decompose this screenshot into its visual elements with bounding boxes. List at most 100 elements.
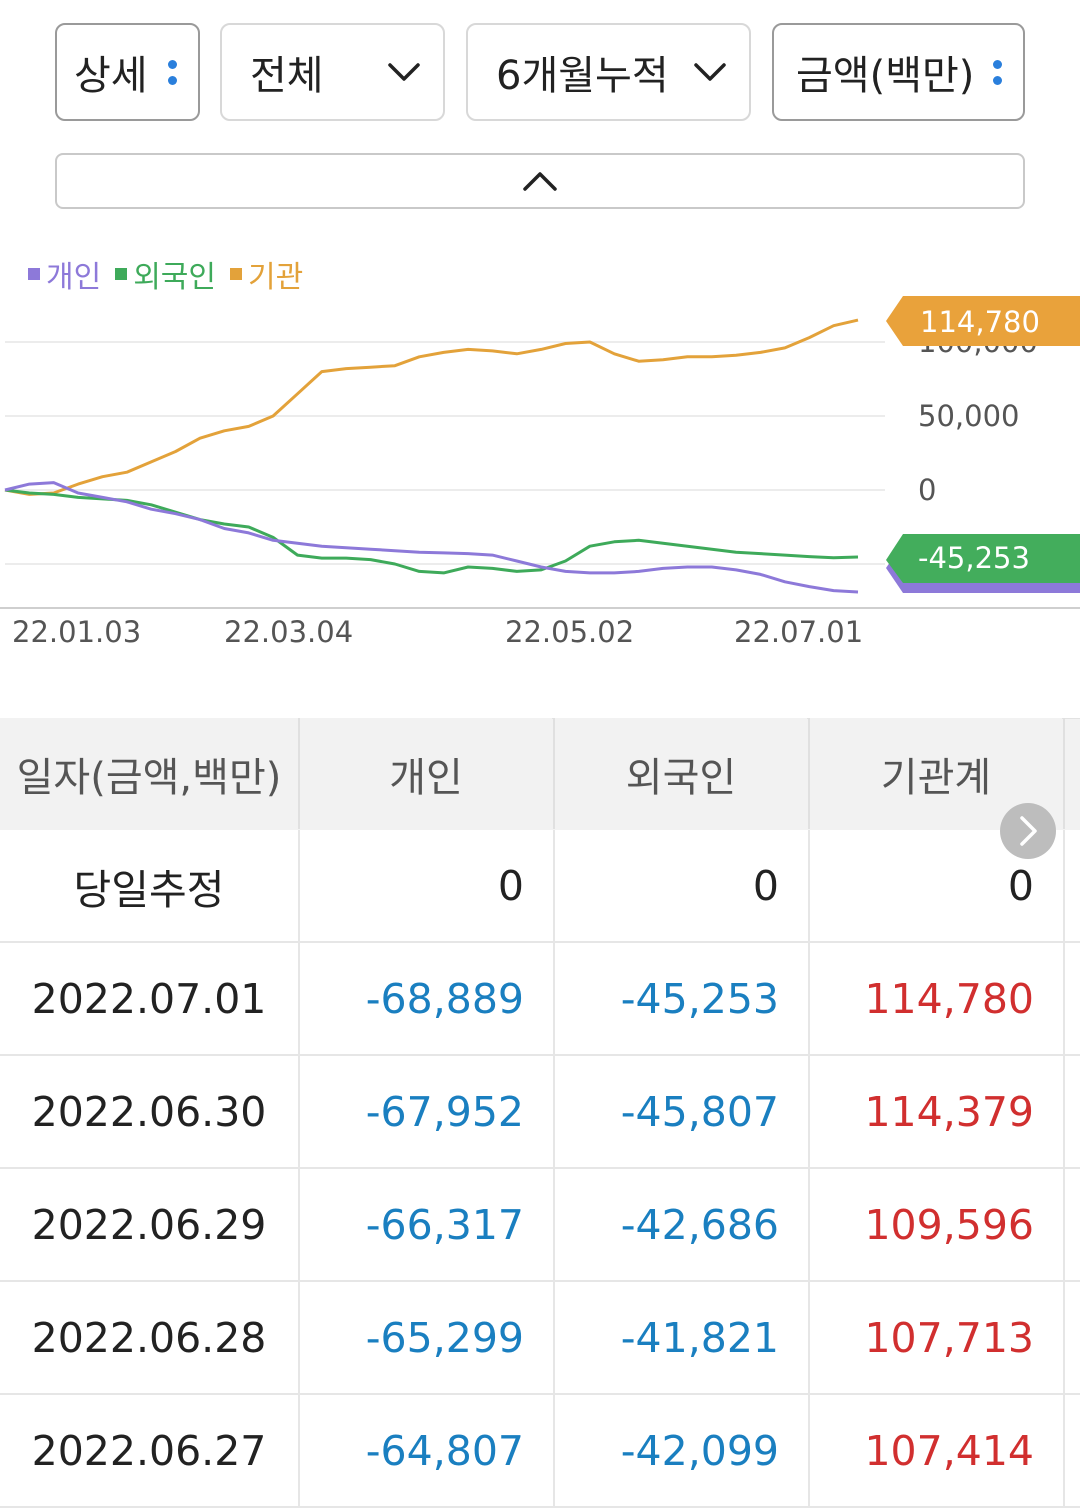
cell-individual: -67,952 bbox=[365, 1087, 524, 1136]
cell-institution: 107,713 bbox=[864, 1313, 1034, 1362]
legend-label: 기관 bbox=[248, 260, 304, 295]
column-divider bbox=[298, 1395, 300, 1508]
column-divider bbox=[808, 830, 810, 943]
column-divider bbox=[553, 1395, 555, 1508]
legend-label: 외국인 bbox=[133, 260, 217, 295]
cell-date: 2022.06.29 bbox=[31, 1200, 267, 1249]
scope-select-label: 전체 bbox=[250, 53, 324, 99]
legend-item-individual: 개인 bbox=[28, 252, 101, 296]
cell-foreign: -45,253 bbox=[620, 974, 779, 1023]
column-divider bbox=[808, 943, 810, 1056]
cell-date: 당일추정 bbox=[73, 865, 225, 914]
scope-select[interactable]: 전체 bbox=[220, 23, 445, 121]
y-tick-label: 50,000 bbox=[918, 399, 1019, 433]
x-tick-label: 22.03.04 bbox=[224, 615, 353, 649]
more-vertical-icon bbox=[168, 53, 178, 92]
table-row: 2022.06.30 -67,952 -45,807 114,379 bbox=[0, 1056, 1080, 1169]
cell-foreign: -41,821 bbox=[620, 1313, 779, 1362]
header-divider bbox=[808, 718, 810, 829]
cell-institution: 114,379 bbox=[864, 1087, 1034, 1136]
column-divider bbox=[808, 1282, 810, 1395]
cell-date: 2022.06.28 bbox=[31, 1313, 267, 1362]
header-individual: 개인 bbox=[300, 718, 552, 829]
cell-date: 2022.06.30 bbox=[31, 1087, 267, 1136]
unit-filter-button[interactable]: 금액(백만) bbox=[772, 23, 1025, 121]
end-label-value: 114,780 bbox=[920, 305, 1040, 339]
period-select-label: 6개월누적 bbox=[496, 53, 669, 99]
chart-legend: 개인 외국인 기관 bbox=[28, 252, 303, 296]
x-tick-label: 22.01.03 bbox=[12, 615, 141, 649]
y-tick-label: 0 bbox=[918, 473, 936, 507]
more-vertical-icon bbox=[993, 53, 1003, 92]
end-label-badge bbox=[886, 296, 1080, 346]
cell-individual: -66,317 bbox=[365, 1200, 524, 1249]
detail-filter-label: 상세 bbox=[74, 53, 148, 99]
legend-swatch bbox=[230, 268, 243, 280]
cell-foreign: -42,686 bbox=[620, 1200, 779, 1249]
chevron-down-icon bbox=[388, 63, 420, 81]
cell-date: 2022.06.27 bbox=[31, 1426, 267, 1475]
legend-item-institution: 기관 bbox=[230, 252, 303, 296]
header-foreign: 외국인 bbox=[555, 718, 807, 829]
column-divider bbox=[553, 943, 555, 1056]
cell-institution: 0 bbox=[1007, 861, 1034, 910]
header-divider bbox=[1063, 718, 1065, 829]
series-line-기관 bbox=[4, 318, 859, 496]
header-divider bbox=[298, 718, 300, 829]
column-divider bbox=[808, 1395, 810, 1508]
column-divider bbox=[1063, 1282, 1065, 1395]
detail-filter-button[interactable]: 상세 bbox=[55, 23, 200, 121]
unit-filter-label: 금액(백만) bbox=[796, 53, 975, 99]
column-divider bbox=[553, 1282, 555, 1395]
cell-foreign: -45,807 bbox=[620, 1087, 779, 1136]
x-tick-label: 22.05.02 bbox=[505, 615, 634, 649]
column-divider bbox=[808, 1169, 810, 1282]
chevron-right-icon bbox=[1020, 816, 1037, 846]
legend-swatch bbox=[115, 268, 128, 280]
table-row: 2022.06.29 -66,317 -42,686 109,596 bbox=[0, 1169, 1080, 1282]
table-row: 2022.06.28 -65,299 -41,821 107,713 bbox=[0, 1282, 1080, 1395]
header-divider bbox=[553, 718, 555, 829]
cell-date: 2022.07.01 bbox=[31, 974, 267, 1023]
x-tick-label: 22.07.01 bbox=[734, 615, 863, 649]
cell-institution: 114,780 bbox=[864, 974, 1034, 1023]
cell-individual: -64,807 bbox=[365, 1426, 524, 1475]
table-row: 2022.06.27 -64,807 -42,099 107,414 bbox=[0, 1395, 1080, 1508]
cell-foreign: 0 bbox=[752, 861, 779, 910]
column-divider bbox=[553, 830, 555, 943]
period-select[interactable]: 6개월누적 bbox=[466, 23, 751, 121]
column-divider bbox=[1063, 1056, 1065, 1169]
column-divider bbox=[298, 830, 300, 943]
table-row: 2022.07.01 -68,889 -45,253 114,780 bbox=[0, 943, 1080, 1056]
column-divider bbox=[553, 1169, 555, 1282]
column-divider bbox=[1063, 1395, 1065, 1508]
table-row: 당일추정 0 0 0 bbox=[0, 830, 1080, 943]
column-divider bbox=[298, 1282, 300, 1395]
collapse-chart-button[interactable] bbox=[55, 153, 1025, 209]
end-label-badge bbox=[886, 534, 1080, 583]
legend-label: 개인 bbox=[46, 260, 102, 295]
column-divider bbox=[1063, 830, 1065, 943]
end-label-value: -45,253 bbox=[918, 541, 1030, 575]
cell-institution: 107,414 bbox=[864, 1426, 1034, 1475]
series-line-외국인 bbox=[4, 488, 859, 575]
column-divider bbox=[808, 1056, 810, 1169]
legend-item-foreign: 외국인 bbox=[115, 252, 216, 296]
cell-individual: -68,889 bbox=[365, 974, 524, 1023]
column-divider bbox=[298, 1056, 300, 1169]
column-divider bbox=[553, 1056, 555, 1169]
chevron-down-icon bbox=[694, 63, 726, 81]
column-divider bbox=[298, 1169, 300, 1282]
column-divider bbox=[1063, 1169, 1065, 1282]
cell-institution: 109,596 bbox=[864, 1200, 1034, 1249]
cell-foreign: -42,099 bbox=[620, 1426, 779, 1475]
series-line-개인 bbox=[4, 481, 859, 594]
column-divider bbox=[298, 943, 300, 1056]
column-divider bbox=[1063, 943, 1065, 1056]
cell-individual: 0 bbox=[497, 861, 524, 910]
header-date: 일자(금액,백만) bbox=[0, 718, 298, 829]
chevron-up-icon bbox=[523, 172, 557, 191]
cell-individual: -65,299 bbox=[365, 1313, 524, 1362]
scroll-right-button[interactable] bbox=[1000, 803, 1056, 859]
